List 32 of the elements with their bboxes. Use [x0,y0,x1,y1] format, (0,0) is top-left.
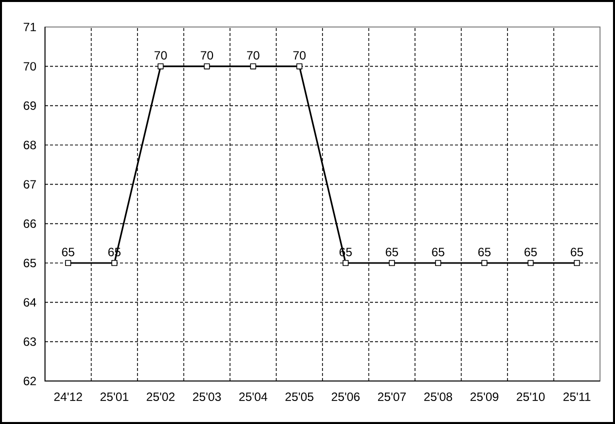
y-tick-label: 63 [24,337,36,346]
x-tick-label: 25'10 [516,392,545,402]
y-tick-label: 64 [24,298,36,307]
y-tick-label: 71 [24,22,36,32]
data-label: 70 [247,51,260,60]
data-label: 65 [524,248,537,256]
x-tick-label: 25'03 [192,392,221,402]
y-tick-label: 68 [24,140,36,150]
x-tick-label: 25'06 [332,392,360,402]
x-tick-label: 25'09 [470,392,498,402]
data-label: 70 [200,51,214,60]
x-tick-label: 25'05 [286,392,314,402]
x-tick-label: 25'02 [146,392,175,402]
y-tick-label: 65 [24,258,36,268]
data-label: 65 [570,248,584,256]
y-tick-label: 62 [24,376,36,386]
data-label: 70 [154,51,167,60]
x-tick-label: 25'11 [563,392,590,402]
data-label: 65 [62,248,74,256]
x-tick-label: 25'08 [424,392,452,402]
y-tick-label: 69 [24,101,36,110]
x-tick-label: 25'04 [239,392,268,402]
x-tick-label: 25'01 [100,392,128,402]
data-label: 65 [478,248,491,256]
y-tick-label: 66 [24,219,36,228]
y-tick-label: 70 [24,62,36,71]
y-tick-label: 67 [24,180,36,189]
x-tick-label: 25'07 [378,392,406,402]
data-label: 65 [386,248,398,256]
data-label: 65 [432,248,444,256]
x-tick-label: 24'12 [54,392,82,401]
data-label: 70 [293,51,306,60]
